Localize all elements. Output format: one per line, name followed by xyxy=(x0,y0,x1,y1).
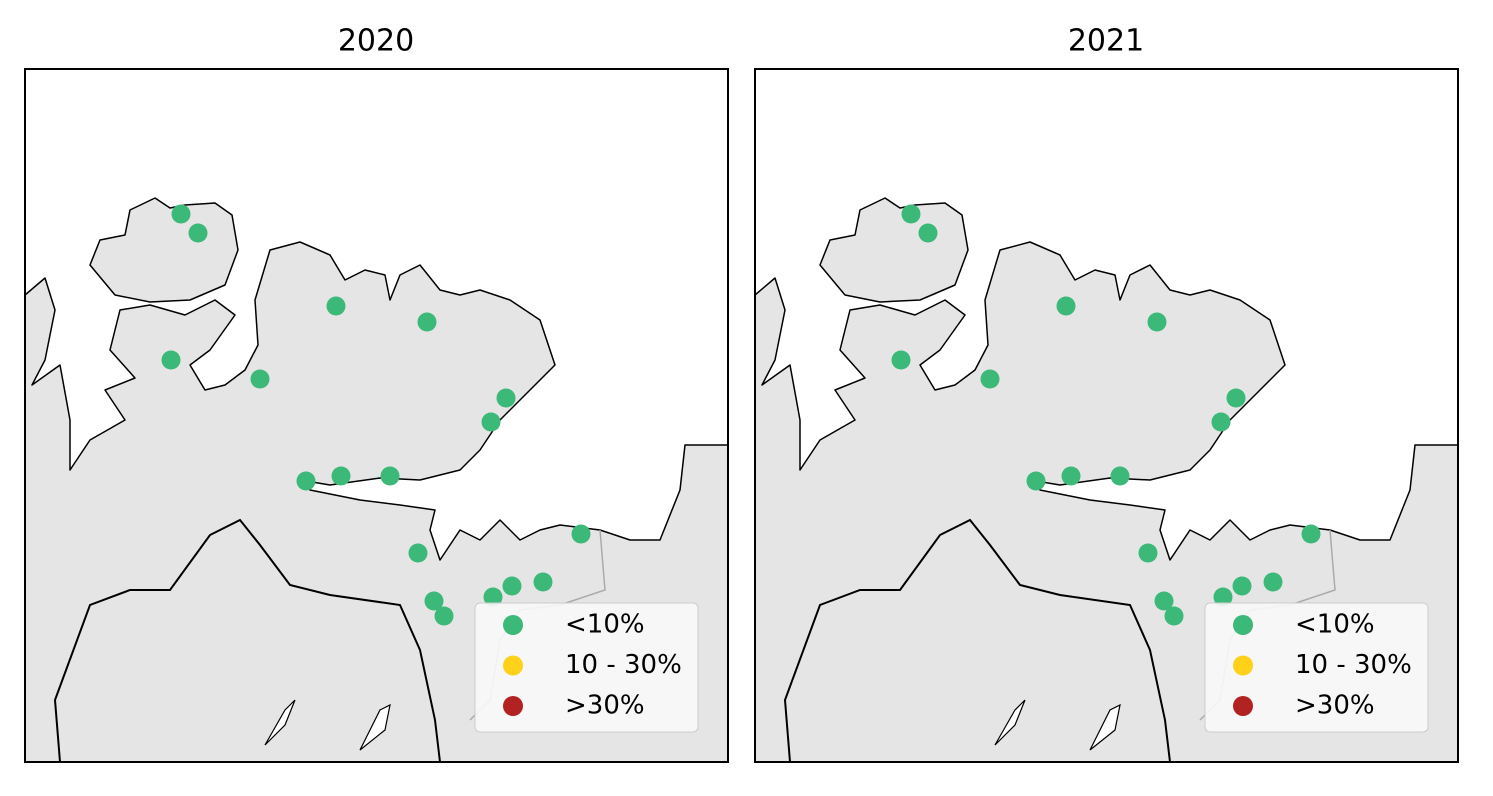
station-point xyxy=(1232,576,1252,596)
lake xyxy=(1089,703,1121,751)
legend-marker xyxy=(503,655,523,676)
station-point xyxy=(331,466,351,486)
station-point xyxy=(250,369,270,389)
station-point xyxy=(901,204,921,224)
station-point xyxy=(891,350,911,370)
station-point xyxy=(171,204,191,224)
station-point xyxy=(502,576,522,596)
island xyxy=(819,197,969,303)
map-frame xyxy=(754,68,1459,763)
panel-title: 2020 xyxy=(338,24,414,59)
station-point xyxy=(296,471,316,491)
station-point xyxy=(1164,606,1184,626)
legend-label: 10 - 30% xyxy=(565,650,682,680)
station-point xyxy=(1147,312,1167,332)
station-point xyxy=(1213,587,1233,607)
station-point xyxy=(1301,524,1321,544)
legend-box xyxy=(1204,602,1429,733)
lake xyxy=(264,699,296,746)
station-point xyxy=(434,606,454,626)
lake xyxy=(994,699,1026,746)
station-point xyxy=(980,369,1000,389)
station-point xyxy=(571,524,591,544)
station-point xyxy=(424,591,444,611)
map-panel: 2020 <10% 10 - 30% >30% xyxy=(24,24,729,763)
legend-marker xyxy=(1233,615,1253,635)
legend-label: 10 - 30% xyxy=(1295,650,1412,680)
station-point xyxy=(1026,471,1046,491)
station-point xyxy=(326,296,346,316)
station-point xyxy=(408,543,428,563)
station-point xyxy=(533,572,553,592)
legend-marker xyxy=(503,615,523,635)
station-point xyxy=(1154,591,1174,611)
station-point xyxy=(1110,466,1130,486)
legend-label: <10% xyxy=(565,610,645,640)
station-point xyxy=(417,312,437,332)
station-point xyxy=(1226,388,1246,408)
legend-box xyxy=(474,602,699,733)
station-point xyxy=(1061,466,1081,486)
station-point xyxy=(1056,296,1076,316)
legend-marker xyxy=(503,696,523,716)
lake xyxy=(359,703,391,751)
island xyxy=(89,197,239,303)
legend-label: <10% xyxy=(1295,610,1375,640)
station-point xyxy=(1211,412,1231,432)
station-point xyxy=(481,412,501,432)
station-point xyxy=(918,223,938,243)
legend-marker xyxy=(1233,696,1253,716)
station-point xyxy=(483,587,503,607)
country-border xyxy=(53,518,441,762)
station-point xyxy=(1263,572,1283,592)
station-point xyxy=(496,388,516,408)
map-frame xyxy=(24,68,729,763)
country-border xyxy=(783,518,1171,762)
panel-title: 2021 xyxy=(1068,24,1144,59)
legend-marker xyxy=(1233,655,1253,676)
station-point xyxy=(380,466,400,486)
map-panel: 2021 <10% 10 - 30% >30% xyxy=(754,24,1459,763)
legend-label: >30% xyxy=(1295,691,1375,721)
station-point xyxy=(161,350,181,370)
legend-label: >30% xyxy=(565,691,645,721)
station-point xyxy=(188,223,208,243)
station-point xyxy=(1138,543,1158,563)
